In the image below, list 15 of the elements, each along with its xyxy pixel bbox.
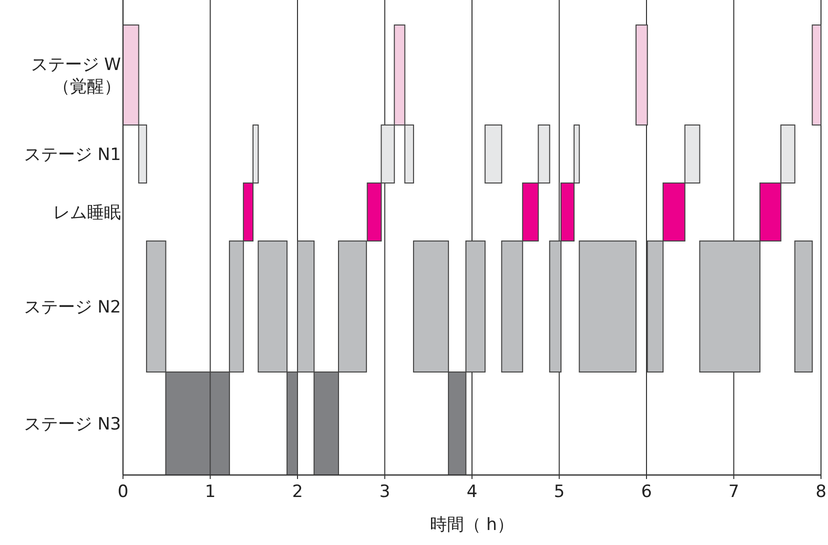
x-tick-label: 2 bbox=[292, 482, 303, 502]
x-tick-label: 0 bbox=[118, 482, 128, 502]
x-axis-title: 時間（ h） bbox=[430, 515, 514, 535]
x-tick-label: 7 bbox=[728, 482, 740, 502]
y-tick-label: ステージ N2 bbox=[24, 298, 121, 318]
y-tick-label: ステージ N1 bbox=[24, 145, 121, 165]
x-tick-label: 6 bbox=[641, 482, 652, 502]
x-tick-label: 5 bbox=[554, 482, 565, 502]
x-tick-label: 1 bbox=[204, 482, 216, 502]
x-tick-label: 8 bbox=[816, 482, 826, 502]
y-tick-label: ステージ N3 bbox=[24, 414, 121, 434]
y-tick-label: レム睡眠 bbox=[53, 203, 121, 223]
y-tick-label: ステージ W （覚醒） bbox=[30, 55, 122, 97]
x-tick-label: 4 bbox=[466, 482, 478, 502]
x-tick-label: 3 bbox=[379, 482, 390, 502]
